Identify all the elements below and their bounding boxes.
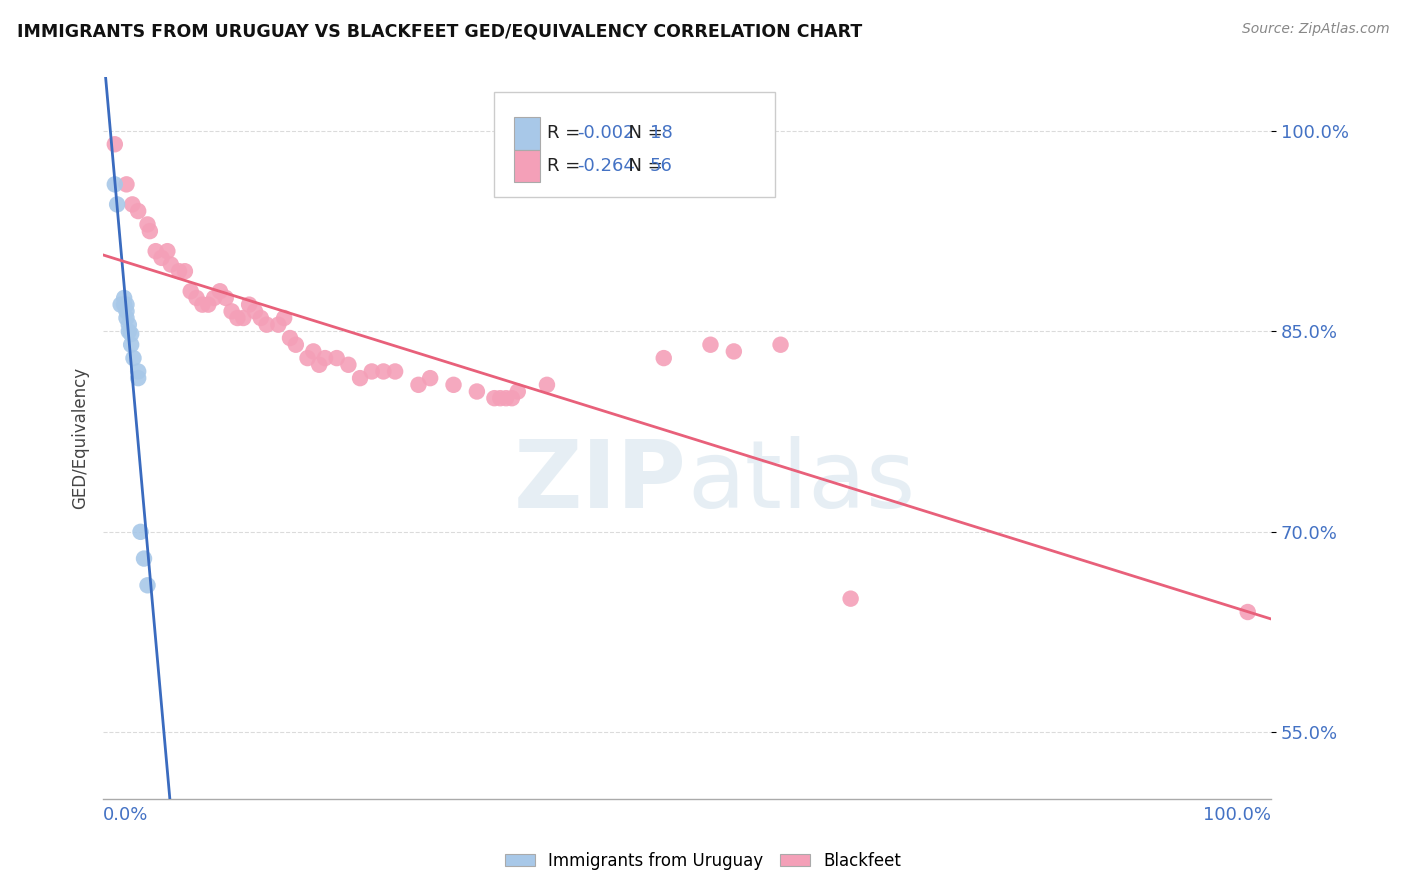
Point [408,377,430,392]
Point [120,337,142,351]
Point [699,337,721,351]
Point [115,298,138,312]
Point [465,384,488,399]
Point [297,351,319,365]
Point [197,298,219,312]
Point [443,377,465,392]
Point [118,318,141,332]
Point [360,364,382,378]
Point [495,391,517,405]
Text: 0.0%: 0.0% [103,805,149,824]
Point [191,298,214,312]
Point [501,391,523,405]
Point [139,224,162,238]
Point [112,291,135,305]
Point [127,204,149,219]
Point [278,331,301,345]
Point [127,364,149,378]
FancyBboxPatch shape [515,150,540,182]
Point [115,178,138,192]
Point [243,304,266,318]
Point [105,197,128,211]
Text: N =: N = [617,124,668,143]
Point [122,351,145,365]
Point [506,384,529,399]
Point [202,291,225,305]
Text: R =: R = [547,157,586,175]
Point [484,391,506,405]
Point [120,326,142,341]
Point [132,551,155,566]
Text: IMMIGRANTS FROM URUGUAY VS BLACKFEET GED/EQUIVALENCY CORRELATION CHART: IMMIGRANTS FROM URUGUAY VS BLACKFEET GED… [17,22,862,40]
Point [226,311,249,326]
Point [1236,605,1258,619]
Point [127,371,149,385]
Point [384,364,406,378]
FancyBboxPatch shape [515,117,540,150]
Y-axis label: GED/Equivalency: GED/Equivalency [72,368,89,509]
Point [308,358,330,372]
Point [249,311,271,326]
Point [110,298,132,312]
Point [419,371,441,385]
Text: 56: 56 [650,157,672,175]
Point [325,351,347,365]
Point [232,311,254,326]
Text: ZIP: ZIP [515,435,688,527]
Point [839,591,862,606]
Text: 18: 18 [650,124,672,143]
Point [337,358,360,372]
Point [160,258,183,272]
FancyBboxPatch shape [495,92,775,196]
Point [267,318,290,332]
Point [221,304,243,318]
Point [136,218,159,232]
Text: Source: ZipAtlas.com: Source: ZipAtlas.com [1241,22,1389,37]
Point [150,251,173,265]
Text: N =: N = [617,157,668,175]
Legend: Immigrants from Uruguay, Blackfeet: Immigrants from Uruguay, Blackfeet [498,846,908,877]
Point [489,391,512,405]
Point [180,285,202,299]
Point [256,318,278,332]
Text: R =: R = [547,124,586,143]
Point [723,344,745,359]
Point [173,264,195,278]
Point [118,324,141,338]
Point [167,264,190,278]
Point [373,364,395,378]
Text: -0.002: -0.002 [578,124,636,143]
Point [536,377,558,392]
Text: -0.264: -0.264 [578,157,636,175]
Point [273,311,295,326]
Point [156,244,179,259]
Point [284,337,307,351]
Point [238,298,260,312]
Point [302,344,325,359]
Text: atlas: atlas [688,435,915,527]
Point [104,178,127,192]
Point [129,524,152,539]
Point [104,137,127,152]
Point [136,578,159,592]
Text: 100.0%: 100.0% [1204,805,1271,824]
Point [208,285,231,299]
Point [652,351,675,365]
Point [115,311,138,326]
Point [769,337,792,351]
Point [112,298,135,312]
Point [349,371,371,385]
Point [215,291,238,305]
Point [186,291,208,305]
Point [115,304,138,318]
Point [121,197,143,211]
Point [145,244,167,259]
Point [314,351,336,365]
